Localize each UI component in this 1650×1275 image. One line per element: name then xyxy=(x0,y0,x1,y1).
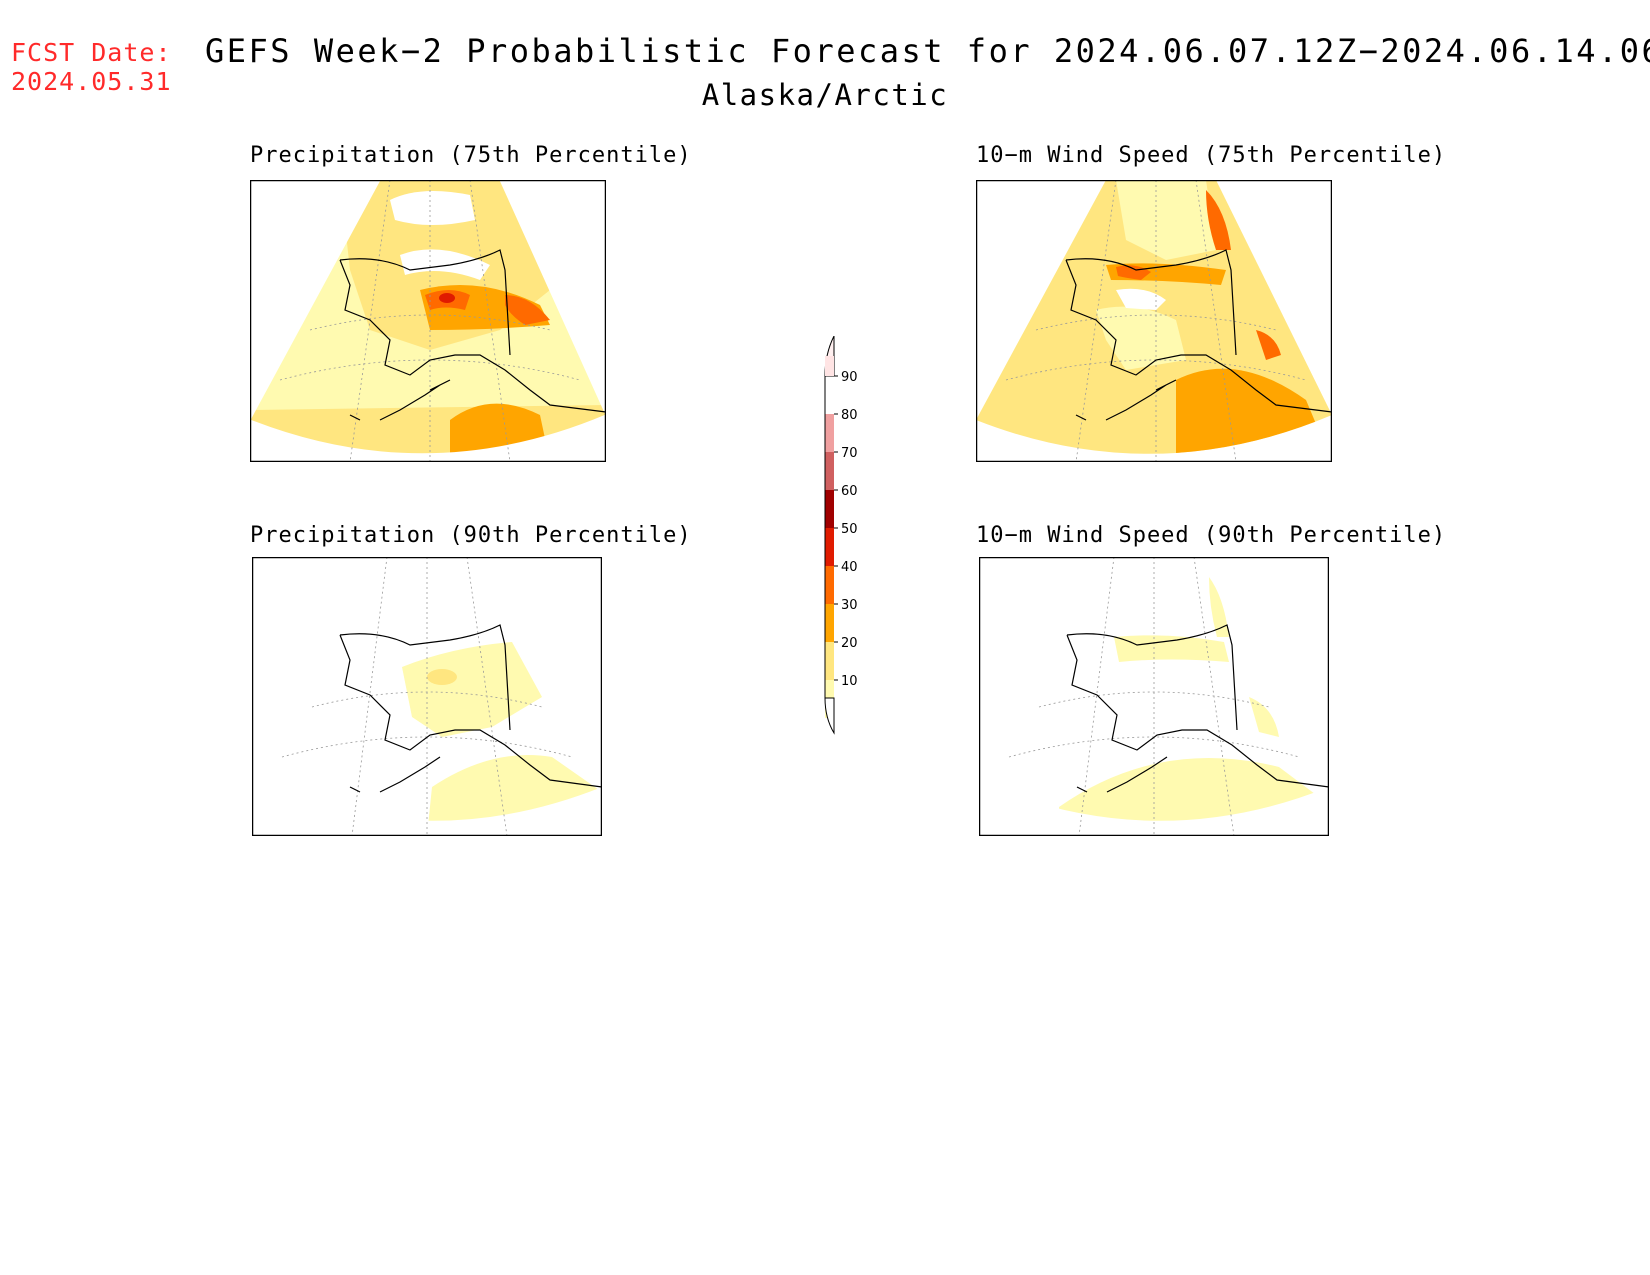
probability-legend: 10 20 30 40 50 60 70 80 90 xyxy=(820,335,880,736)
legend-swatch xyxy=(825,490,834,528)
legend-colorbar: 10 20 30 40 50 60 70 80 90 xyxy=(824,335,858,735)
legend-tick-label: 70 xyxy=(841,446,858,461)
legend-swatch xyxy=(825,356,834,376)
alaska-coastline xyxy=(1065,249,1332,413)
forecast-date-value: 2024.05.31 xyxy=(11,67,172,96)
prob-fill-40 xyxy=(1206,190,1231,250)
legend-bottom-arrow xyxy=(824,697,835,735)
prob-fill-10 xyxy=(1209,577,1229,637)
panel-title-precip-90: Precipitation (90th Percentile) xyxy=(250,523,692,548)
prob-fill-40 xyxy=(505,295,550,325)
forecast-date-block: FCST Date: 2024.05.31 xyxy=(11,38,172,96)
prob-fill-20 xyxy=(427,669,457,685)
legend-swatch xyxy=(825,566,834,604)
map-wind-75 xyxy=(976,180,1332,462)
legend-swatch xyxy=(825,414,834,452)
prob-fill-10 xyxy=(1116,180,1216,260)
prob-fill-10 xyxy=(1096,306,1186,370)
map-frame xyxy=(250,180,606,462)
map-frame xyxy=(976,180,1332,462)
prob-fill-10 xyxy=(1249,697,1279,737)
legend-tick-label: 20 xyxy=(841,636,858,651)
alaska-coastline xyxy=(339,624,602,788)
prob-fill-50 xyxy=(439,293,455,303)
legend-tick-label: 60 xyxy=(841,484,858,499)
legend-swatch xyxy=(825,604,834,642)
legend-swatch xyxy=(825,452,834,490)
region-subtitle: Alaska/Arctic xyxy=(701,78,949,112)
prob-fill-40 xyxy=(1256,330,1281,360)
legend-tick-label: 10 xyxy=(841,674,858,689)
prob-fill-none xyxy=(390,191,475,225)
legend-tick-label: 40 xyxy=(841,560,858,575)
map-precip-90 xyxy=(252,557,602,836)
page-title: GEFS Week−2 Probabilistic Forecast for 2… xyxy=(205,32,1650,70)
legend-tick-label: 90 xyxy=(841,370,858,385)
map-frame xyxy=(252,557,602,836)
forecast-date-label: FCST Date: xyxy=(11,38,172,67)
map-precip-75 xyxy=(250,180,606,462)
prob-fill-10 xyxy=(1114,635,1229,662)
alaska-coastline xyxy=(1066,624,1329,788)
alaska-coastline xyxy=(339,249,606,413)
legend-tick-label: 50 xyxy=(841,522,858,537)
legend-swatch xyxy=(825,528,834,566)
map-wind-90 xyxy=(979,557,1329,836)
panel-title-wind-90: 10−m Wind Speed (90th Percentile) xyxy=(976,523,1447,548)
prob-fill-none xyxy=(400,249,490,280)
prob-fill-none xyxy=(1116,288,1166,310)
prob-fill-10 xyxy=(402,642,542,737)
map-frame xyxy=(979,557,1329,836)
legend-tick-label: 30 xyxy=(841,598,858,613)
panel-title-precip-75: Precipitation (75th Percentile) xyxy=(250,143,692,168)
legend-swatch xyxy=(825,642,834,680)
panel-title-wind-75: 10−m Wind Speed (75th Percentile) xyxy=(976,143,1447,168)
legend-tick-label: 80 xyxy=(841,408,858,423)
